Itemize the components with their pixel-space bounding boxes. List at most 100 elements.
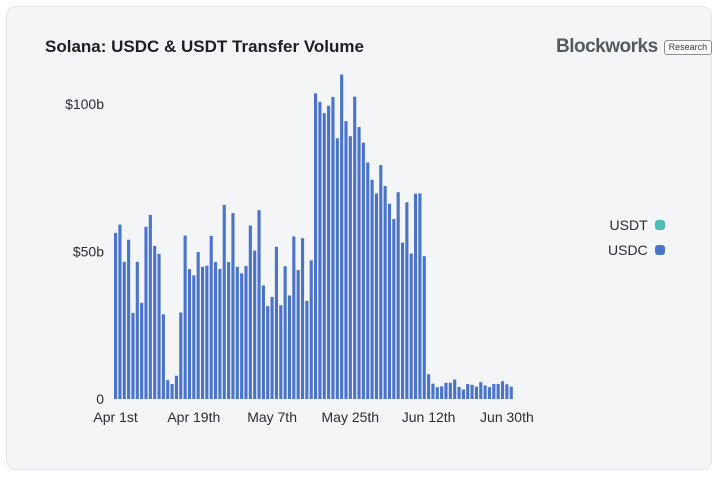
bar-usdc [227,262,231,399]
bar-usdc [296,270,300,399]
bar-usdc [240,273,244,399]
bar-usdc [127,239,131,399]
bar-usdc [392,219,396,399]
x-tick-label: Apr 19th [167,409,220,425]
bar-usdc [196,252,200,399]
bar-usdc [466,383,470,399]
bar-usdc [187,269,192,399]
bar-usdc [274,246,278,399]
legend-label-usdt: USDT [609,216,648,233]
bar-usdc [509,386,513,399]
bar-usdc [331,96,335,400]
bar-usdc [487,387,492,399]
bar-usdc [353,96,357,400]
bar-usdc [361,142,365,399]
bar-usdc [496,383,500,399]
brand-badge: Research [663,39,713,55]
bar-usdc [414,193,418,399]
bar-usdc [461,389,465,399]
bar-usdc [305,301,309,399]
y-tick-label: $100b [65,96,104,112]
y-tick-label: $50b [73,244,104,260]
bar-usdc [153,245,157,399]
bar-usdc [431,383,435,399]
bar-usdc [327,105,331,400]
bar-usdc [370,179,374,399]
bar-usdc [453,379,457,399]
bar-usdc [253,250,257,399]
bar-usdc [166,380,170,399]
bar-usdc [140,302,144,399]
bar-usdc [322,113,326,399]
legend-item-usdc[interactable]: USDC [608,237,665,262]
chart-legend: USDT USDC [608,212,665,262]
bar-usdc [387,203,392,399]
bar-usdc [148,214,152,399]
bar-usdc [492,383,496,399]
bar-usdc [122,261,126,399]
x-tick-label: Jun 30th [480,409,534,425]
bar-usdc [144,226,148,399]
bar-usdc [214,262,218,399]
bar-usdc [309,260,313,399]
bar-usdc [396,192,400,399]
bar-usdc [335,138,339,399]
bar-usdc [170,383,174,399]
bar-usdc [205,265,209,399]
bar-usdc [200,266,205,399]
bar-usdc [500,381,505,399]
y-tick-label: 0 [96,391,104,407]
legend-label-usdc: USDC [608,241,648,258]
bar-usdc [261,285,265,400]
bar-usdc [440,386,444,399]
bar-usdc [183,235,187,399]
x-tick-label: May 7th [247,409,297,425]
bar-usdc [348,136,352,399]
bar-usdc [409,253,413,399]
bar-usdc [379,165,383,399]
bar-usdc [179,312,183,399]
legend-swatch-usdc [654,244,665,255]
bar-usdc [435,387,439,399]
x-tick-label: Apr 1st [93,409,137,425]
legend-swatch-usdt [654,219,665,230]
bar-usdc [157,253,161,399]
bar-usdc [479,382,483,400]
x-tick-label: Jun 12th [402,409,456,425]
bar-usdc [505,384,509,399]
bar-usdc [470,384,474,399]
bar-usdc [161,314,165,399]
bar-usdc [366,162,370,399]
bar-usdc [192,275,196,399]
bar-usdc [422,256,426,399]
brand-name: Blockworks [556,36,658,57]
bar-usdc [374,193,378,399]
bar-usdc [118,224,122,399]
legend-item-usdt[interactable]: USDT [608,212,665,237]
bar-usdc [222,204,226,399]
chart-title: Solana: USDC & USDT Transfer Volume [45,37,364,56]
bar-usdc [483,385,487,399]
bar-usdc [383,186,387,399]
bar-usdc [314,93,318,399]
bar-usdc [283,266,287,399]
bar-usdc [448,382,452,399]
bar-usdc [270,296,274,399]
bar-usdc [218,268,222,399]
bar-usdc [131,312,135,399]
bar-usdc [340,74,344,399]
bar-usdc [357,127,361,399]
bar-usdc [231,213,235,399]
bar-usdc [344,121,348,400]
bar-usdc [279,305,283,399]
bar-usdc [457,386,461,399]
bar-usdc [174,375,178,399]
bar-usdc [235,266,239,399]
bar-usdc [266,306,270,399]
bar-usdc [300,238,305,399]
x-tick-label: May 25th [322,409,380,425]
bar-usdc [474,386,478,399]
bar-usdc [287,295,292,399]
bar-usdc [400,242,405,399]
